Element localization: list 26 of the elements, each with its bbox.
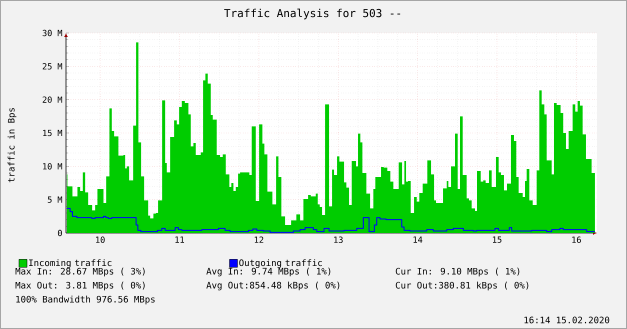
- y-tick-label: 5 M: [48, 196, 62, 203]
- x-tick-label: 12: [254, 236, 264, 243]
- text: Avg Out:854.48 kBps ( 0%): [206, 282, 340, 290]
- y-tick-label: 30 M: [42, 30, 62, 36]
- text: Max In: 28.67 MBps ( 3%): [16, 268, 145, 276]
- y-tick-label: 25 M: [42, 63, 62, 70]
- y-tick-label: 0: [58, 230, 62, 236]
- text: Max Out: 3.81 MBps ( 0%): [16, 282, 145, 290]
- text: 100% Bandwidth 976.56 MBps: [16, 296, 155, 304]
- legend-label: Incoming traffic: [29, 259, 112, 268]
- x-tick-label: 15: [492, 236, 502, 243]
- y-axis-title: traffic in Bps: [8, 108, 16, 182]
- text: Avg In: 9.74 MBps ( 1%): [206, 268, 330, 276]
- x-tick-label: 16: [572, 236, 581, 243]
- y-tick-label: 15 M: [43, 130, 62, 136]
- x-tick-label: 14: [414, 236, 422, 243]
- text: 16:14 15.02.2020: [524, 316, 610, 324]
- x-tick-label: 11: [175, 236, 184, 243]
- y-tick-label: 20 M: [42, 96, 62, 103]
- chart-title: Traffic Analysis for 503 --: [224, 8, 400, 20]
- text: Cur Out:380.81 kBps ( 0%): [396, 282, 528, 290]
- y-tick-label: 10 M: [43, 163, 62, 170]
- legend-label: Outgoing traffic: [239, 259, 322, 268]
- text: Cur In: 9.10 MBps ( 1%): [396, 268, 520, 276]
- x-tick-label: 13: [334, 236, 343, 243]
- x-tick-label: 10: [96, 236, 105, 243]
